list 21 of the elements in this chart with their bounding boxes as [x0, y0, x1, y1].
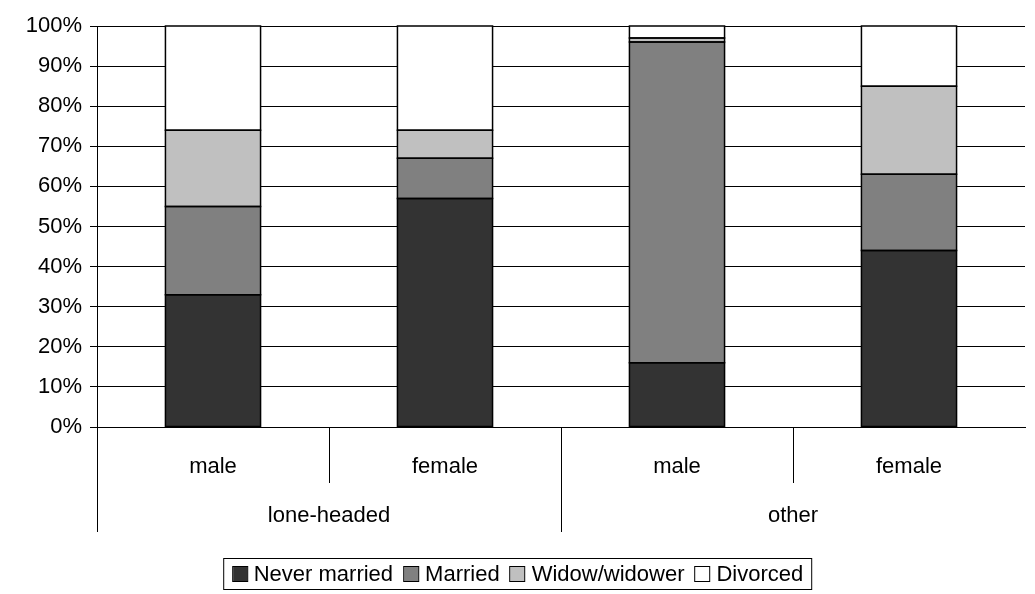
y-tick-label: 40%	[37, 252, 82, 278]
y-tick-label: 0%	[50, 413, 82, 439]
y-tick-label: 90%	[37, 52, 82, 78]
y-tick-label: 80%	[37, 92, 82, 118]
x-tick-label: male	[653, 453, 701, 479]
y-tick-label: 20%	[37, 332, 82, 358]
y-tick-label: 100%	[25, 12, 82, 38]
y-tick-label: 50%	[37, 212, 82, 238]
x-tick-label: female	[411, 453, 479, 479]
legend-label: Divorced	[716, 561, 804, 587]
legend-label: Widow/widower	[531, 561, 685, 587]
y-tick-label: 60%	[37, 172, 82, 198]
text: other	[767, 502, 819, 528]
x-tick-label: female	[875, 453, 943, 479]
y-tick-label: 70%	[37, 132, 82, 158]
x-tick-label: male	[189, 453, 237, 479]
legend-label: Never married	[253, 561, 394, 587]
text: lone-headed	[267, 502, 391, 528]
y-tick-label: 10%	[37, 372, 82, 398]
legend-label: Married	[425, 561, 500, 587]
y-tick-label: 30%	[37, 292, 82, 318]
